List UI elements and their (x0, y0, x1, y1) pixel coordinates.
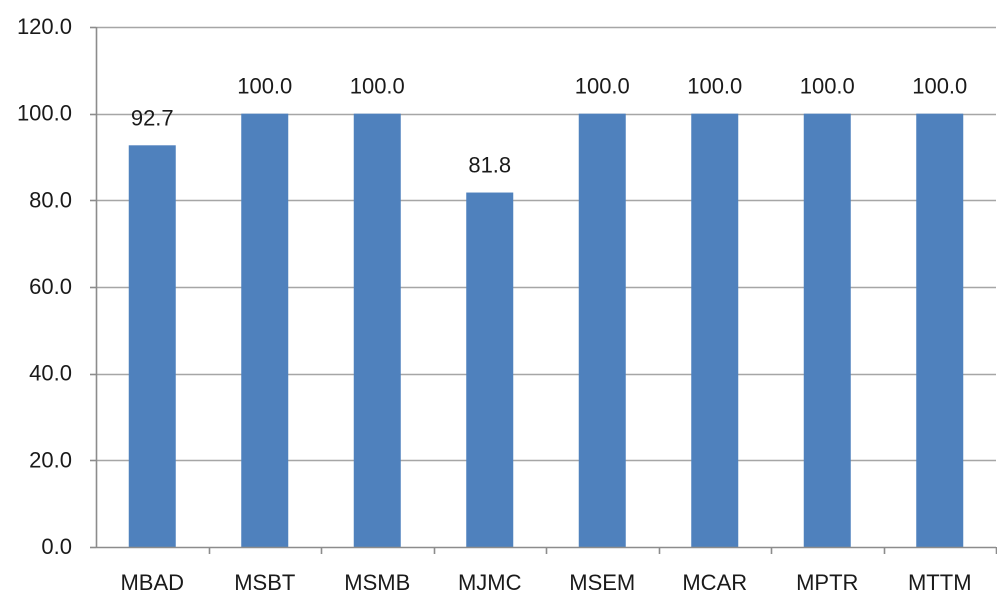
gridlines (96, 26, 996, 462)
data-label-msbt: 100.0 (237, 74, 292, 99)
data-label-mttm: 100.0 (912, 74, 967, 99)
x-tick-label-mjmc: MJMC (458, 570, 522, 594)
bar-msbt (241, 113, 289, 548)
bar-mjmc (466, 192, 514, 548)
bar-msem (578, 113, 626, 548)
bar-mcar (691, 113, 739, 548)
data-label-mjmc: 81.8 (468, 153, 511, 178)
bar-msmb (353, 113, 401, 548)
x-tick-label-mptr: MPTR (796, 570, 858, 594)
data-label-mcar: 100.0 (687, 74, 742, 99)
axes (90, 26, 997, 554)
data-label-mptr: 100.0 (800, 74, 855, 99)
bar-mbad (128, 145, 176, 548)
y-tick-label: 0.0 (41, 534, 72, 559)
y-tick-label: 60.0 (29, 274, 72, 299)
x-tick-label-msem: MSEM (569, 570, 635, 594)
x-tick-labels: MBAD MSBT MSMB MJMC MSEM MCAR MPTR MTTM (120, 570, 972, 595)
y-tick-label: 20.0 (29, 447, 72, 472)
x-tick-label-msbt: MSBT (234, 570, 295, 594)
data-label-msmb: 100.0 (350, 74, 405, 99)
data-label-mbad: 92.7 (131, 105, 174, 130)
data-labels: 92.7 100.0 100.0 81.8 100.0 100.0 100.0 100.0 (131, 74, 967, 178)
x-tick-label-mcar: MCAR (682, 570, 747, 594)
x-tick-label-mttm: MTTM (908, 570, 972, 594)
bars (128, 113, 964, 548)
y-tick-label: 100.0 (17, 101, 72, 126)
y-tick-label: 40.0 (29, 361, 72, 386)
x-tick-label-mbad: MBAD (120, 570, 184, 594)
y-tick-label: 120.0 (17, 14, 72, 39)
bar-mptr (803, 113, 851, 548)
x-tick-label-msmb: MSMB (344, 570, 410, 594)
y-tick-label: 80.0 (29, 187, 72, 212)
data-label-msem: 100.0 (575, 74, 630, 99)
y-tick-labels: 0.0 20.0 40.0 60.0 80.0 100.0 120.0 (17, 14, 72, 559)
bar-mttm (916, 113, 964, 548)
